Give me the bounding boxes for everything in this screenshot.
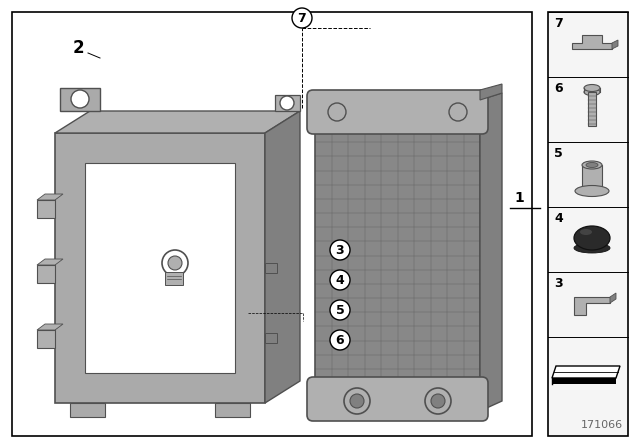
Polygon shape xyxy=(574,297,610,315)
Text: 2: 2 xyxy=(72,39,84,57)
Text: 6: 6 xyxy=(554,82,563,95)
Circle shape xyxy=(330,240,350,260)
Ellipse shape xyxy=(575,185,609,197)
Ellipse shape xyxy=(574,243,610,253)
Bar xyxy=(582,165,602,191)
Circle shape xyxy=(330,330,350,350)
Circle shape xyxy=(280,96,294,110)
Bar xyxy=(548,12,628,436)
Bar xyxy=(12,12,532,436)
Circle shape xyxy=(71,90,89,108)
Text: 5: 5 xyxy=(335,303,344,316)
Text: 171066: 171066 xyxy=(581,420,623,430)
Bar xyxy=(37,265,55,283)
Polygon shape xyxy=(612,40,618,49)
Bar xyxy=(85,163,235,373)
Polygon shape xyxy=(275,95,300,111)
Text: 7: 7 xyxy=(298,12,307,25)
FancyBboxPatch shape xyxy=(307,90,488,134)
Bar xyxy=(215,403,250,417)
Ellipse shape xyxy=(580,229,592,235)
Text: 7: 7 xyxy=(554,17,563,30)
Ellipse shape xyxy=(582,161,602,169)
Text: 4: 4 xyxy=(335,273,344,287)
Circle shape xyxy=(425,388,451,414)
Text: 4: 4 xyxy=(554,212,563,225)
Bar xyxy=(37,200,55,218)
Polygon shape xyxy=(572,35,612,49)
FancyBboxPatch shape xyxy=(307,377,488,421)
Circle shape xyxy=(330,300,350,320)
Bar xyxy=(55,133,265,403)
Polygon shape xyxy=(37,324,63,330)
Circle shape xyxy=(330,270,350,290)
Text: 5: 5 xyxy=(554,147,563,160)
Bar xyxy=(588,92,596,126)
Ellipse shape xyxy=(584,85,600,91)
Circle shape xyxy=(292,8,312,28)
Bar xyxy=(265,263,277,273)
Polygon shape xyxy=(480,84,502,100)
Bar xyxy=(265,333,277,343)
Ellipse shape xyxy=(574,226,610,250)
Bar xyxy=(552,378,616,384)
Ellipse shape xyxy=(586,163,598,168)
Bar xyxy=(165,272,183,285)
Polygon shape xyxy=(60,88,100,111)
Polygon shape xyxy=(480,93,502,411)
Circle shape xyxy=(168,256,182,270)
Polygon shape xyxy=(552,366,620,378)
Polygon shape xyxy=(37,194,63,200)
Polygon shape xyxy=(55,111,300,133)
Text: 6: 6 xyxy=(336,333,344,346)
Bar xyxy=(70,403,105,417)
Circle shape xyxy=(328,103,346,121)
Text: 3: 3 xyxy=(554,277,563,290)
Polygon shape xyxy=(610,293,616,303)
Circle shape xyxy=(431,394,445,408)
Text: 1: 1 xyxy=(514,191,524,205)
Circle shape xyxy=(449,103,467,121)
Bar xyxy=(37,330,55,348)
Circle shape xyxy=(162,250,188,276)
Circle shape xyxy=(350,394,364,408)
Polygon shape xyxy=(37,259,63,265)
Bar xyxy=(315,128,480,383)
Text: 3: 3 xyxy=(336,244,344,257)
Polygon shape xyxy=(265,111,300,403)
Circle shape xyxy=(344,388,370,414)
Ellipse shape xyxy=(584,89,600,95)
